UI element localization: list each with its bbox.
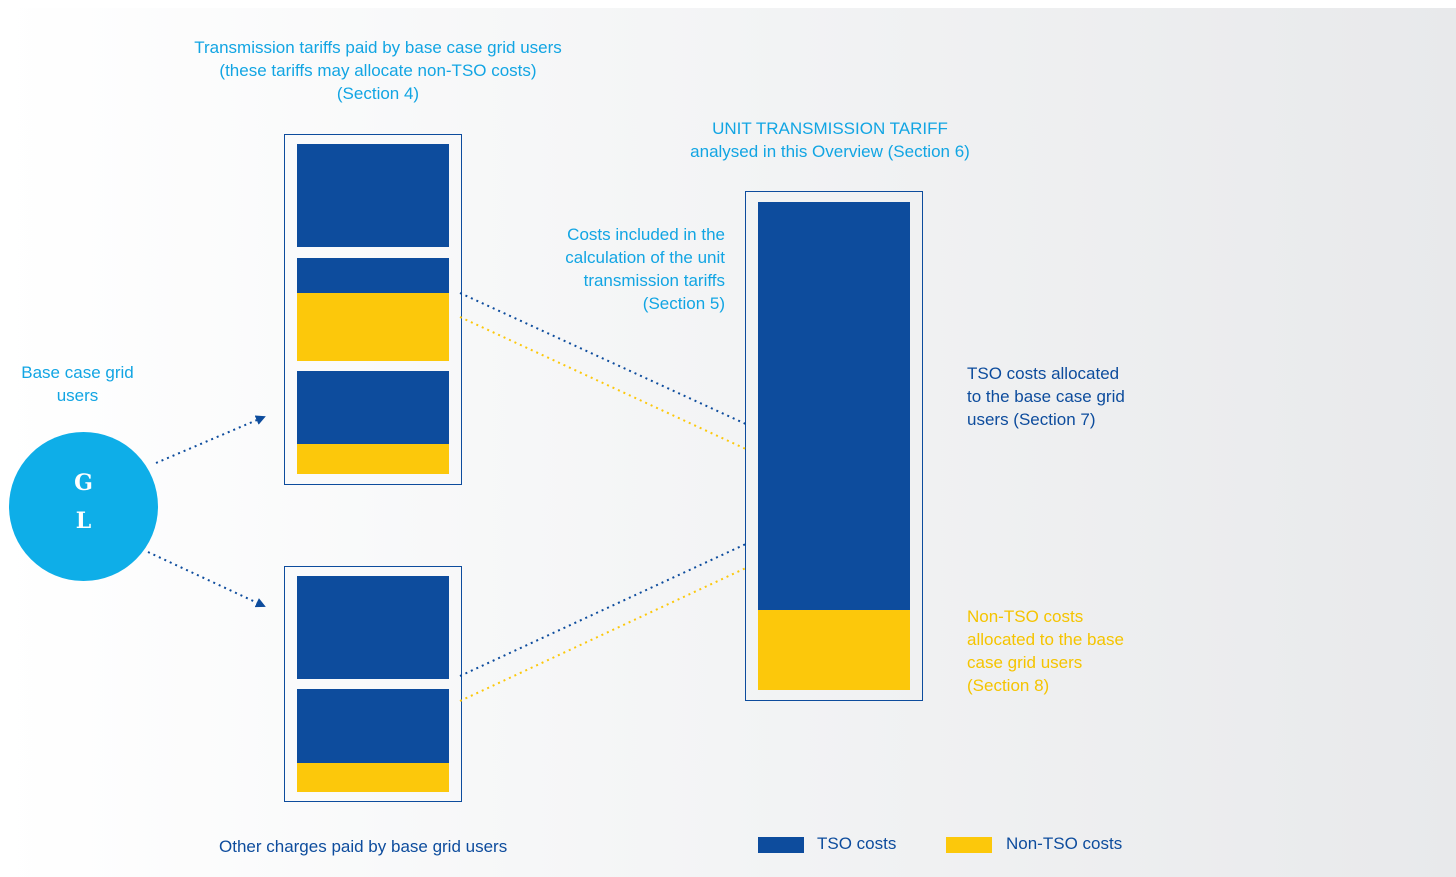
legend-tso-swatch — [758, 837, 804, 853]
legend-non-tso-swatch — [946, 837, 992, 853]
other-block-1-tso — [297, 576, 449, 679]
other-charges-box — [284, 566, 462, 802]
circle-letter-g: G — [74, 470, 93, 496]
tso-allocated-label: TSO costs allocated to the base case gri… — [967, 364, 1125, 429]
grid-users-circle: G L — [9, 432, 158, 581]
link-upper-tso — [459, 292, 749, 426]
other-block-2-tso — [297, 689, 449, 763]
legend-non-tso-label: Non-TSO costs — [1006, 834, 1123, 853]
link-upper-non-tso — [459, 316, 749, 451]
unit-tariff-subtitle: analysed in this Overview (Section 6) — [690, 142, 970, 161]
circle-letter-l: L — [75, 508, 92, 534]
arrow-to-tariffs — [155, 415, 266, 464]
other-charges-label: Other charges paid by base grid users — [219, 837, 508, 856]
diagram-canvas — [0, 8, 1456, 877]
tariff-block-3-non-tso — [297, 444, 449, 474]
tariffs-box — [284, 134, 462, 485]
legend-tso-label: TSO costs — [817, 834, 897, 853]
base-case-label: Base case grid users — [21, 363, 134, 405]
arrow-to-other-charges — [147, 551, 266, 608]
non-tso-allocated-label: Non-TSO costs allocated to the base case… — [967, 607, 1124, 695]
tariff-block-2-tso — [297, 258, 449, 293]
tariff-block-1-tso — [297, 144, 449, 247]
unit-tariff-tso-block — [758, 202, 910, 610]
link-lower-tso — [459, 542, 749, 677]
unit-tariff-non-tso-block — [758, 610, 910, 690]
link-lower-non-tso — [459, 566, 749, 702]
unit-tariff-box — [745, 191, 923, 701]
other-block-2-non-tso — [297, 763, 449, 792]
unit-tariff-title: UNIT TRANSMISSION TARIFF — [712, 119, 948, 138]
tariffs-paid-label: Transmission tariffs paid by base case g… — [194, 38, 562, 103]
tariff-block-2-non-tso — [297, 293, 449, 361]
tariff-block-3-tso — [297, 371, 449, 444]
costs-included-label: Costs included in the calculation of the… — [565, 225, 725, 313]
